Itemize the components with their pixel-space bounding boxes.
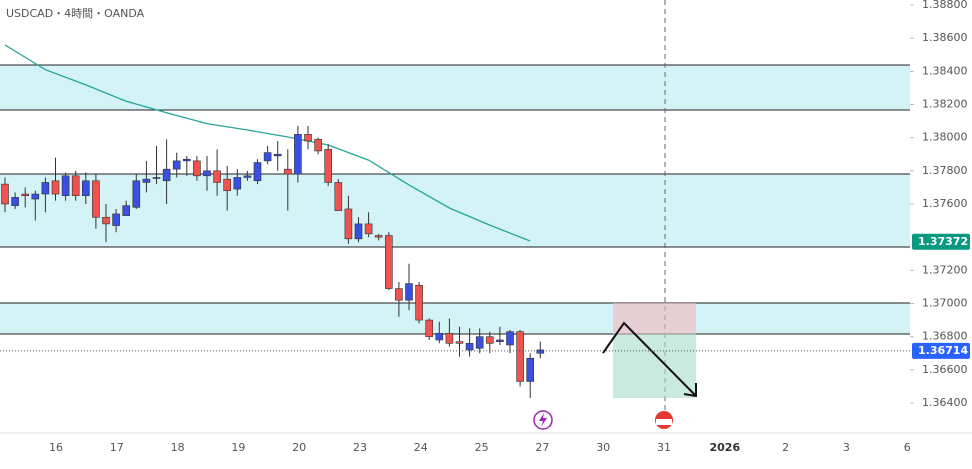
price-tag-label: 1.36714 [918,344,968,357]
candle-body [243,175,252,178]
y-tick-label: 1.37200 [922,263,968,276]
price-tag [912,233,970,250]
candle-body [485,336,494,344]
zone [0,303,910,335]
candle-body [172,160,181,170]
candle-body [334,182,343,211]
stop-zone [613,303,696,334]
candle-body [395,288,403,301]
x-tick-label: 20 [292,441,306,454]
candle-body [193,160,201,177]
candle-body [516,331,524,382]
candle-body [11,197,19,206]
candle-body [142,178,151,183]
candle-body [425,319,434,337]
candle-body [354,223,363,240]
candle-body [41,182,50,195]
candle-body [445,333,454,344]
x-tick-label: 31 [657,441,671,454]
target-zone [613,334,696,398]
moving-average [4,44,531,242]
candle-body [61,175,70,197]
candle-body [203,170,211,177]
x-tick-label: 19 [231,441,245,454]
candle-body [294,134,302,175]
candle-body [344,208,353,240]
candle-body [283,168,292,175]
candle-body [152,177,161,179]
x-tick-label: 2026 [709,441,740,454]
symbol-title: USDCAD・4時間・OANDA [6,7,145,20]
candle-body [415,284,423,321]
zone [0,65,910,110]
price-axis [910,0,972,465]
candle-body [82,180,90,197]
candle-body [506,331,514,346]
candle-body [263,152,272,162]
candle-body [465,342,474,351]
candle-body [122,205,130,216]
candle-body [31,193,40,200]
x-tick-label: 3 [843,441,850,454]
x-tick-label: 2 [782,441,789,454]
candle-body [233,177,242,190]
y-tick-label: 1.38800 [922,0,968,11]
candle-body [364,223,373,235]
x-tick-label: 24 [414,441,428,454]
x-tick-label: 23 [353,441,367,454]
candle-body [102,216,110,225]
candle-body [253,162,262,182]
candle-body [304,134,312,142]
y-tick-label: 1.38000 [922,131,968,144]
candle-body [405,283,413,301]
arrow-head [683,383,697,398]
y-tick-label: 1.37800 [922,164,968,177]
price-tag-label: 1.37372 [918,235,968,248]
y-tick-label: 1.36400 [922,396,968,409]
y-tick-label: 1.37600 [922,197,968,210]
candle-body [475,336,484,349]
candle-body [374,235,383,238]
candle-body [162,168,171,182]
candle-body [526,357,535,382]
y-tick-label: 1.38200 [922,98,968,111]
candle-body [92,180,100,218]
candle-body [51,180,60,195]
candle-body [21,193,30,197]
candle-body [213,170,221,183]
candle-body [273,153,282,157]
y-tick-label: 1.38400 [922,64,968,77]
y-tick-label: 1.38600 [922,31,968,44]
x-tick-label: 18 [171,441,185,454]
x-tick-label: 17 [110,441,124,454]
y-tick-label: 1.36800 [922,330,968,343]
candle-body [183,158,191,162]
event-bolt [539,413,547,427]
candle-body [132,180,141,208]
x-tick-label: 30 [596,441,610,454]
candle-body [496,339,504,342]
x-tick-label: 27 [535,441,549,454]
candle-body [536,349,545,354]
candle-body [324,148,333,183]
candle-body [1,183,9,205]
candle-body [384,235,393,289]
x-tick-label: 25 [475,441,489,454]
candle-body [314,139,322,152]
candle-body [435,333,444,341]
price-tag [912,342,970,359]
flag-stripe [656,419,672,425]
y-tick-label: 1.37000 [922,297,968,310]
x-tick-label: 16 [49,441,63,454]
x-tick-label: 6 [904,441,911,454]
candle-body [455,341,464,344]
candle-body [223,178,231,192]
y-tick-label: 1.36600 [922,363,968,376]
projection-arrow [602,321,697,397]
candle-body [112,213,120,226]
candle-body [71,175,80,197]
